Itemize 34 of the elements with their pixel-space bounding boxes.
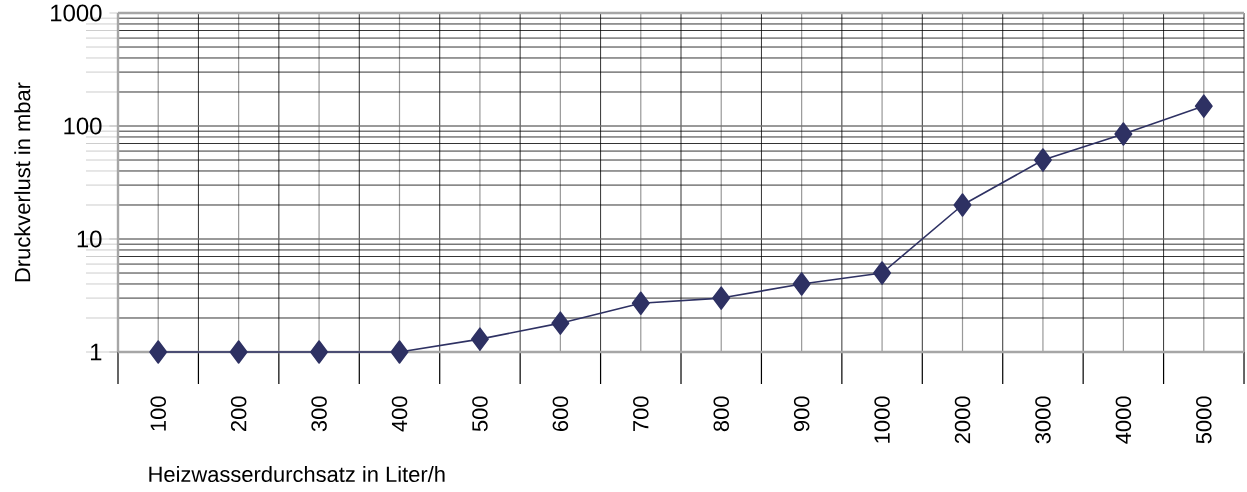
x-tick-label: 400 xyxy=(391,396,408,432)
y-tick-label: 100 xyxy=(64,117,102,135)
x-tick-label: 1000 xyxy=(874,396,890,443)
point xyxy=(390,340,409,364)
x-tick-label: 700 xyxy=(633,396,649,431)
x-tick-label: 4000 xyxy=(1115,396,1132,444)
y-tick-label: 1000 xyxy=(51,4,102,22)
point xyxy=(712,286,731,310)
x-tick-label: 200 xyxy=(230,396,247,432)
point xyxy=(149,340,168,364)
x-tick-label: 3000 xyxy=(1035,396,1051,444)
y-axis-title: Druckverlust in mbar xyxy=(14,82,31,282)
point xyxy=(953,193,972,217)
x-tick-label: 500 xyxy=(472,396,488,432)
point xyxy=(470,327,489,351)
point xyxy=(1033,148,1052,172)
point xyxy=(1114,122,1133,146)
point xyxy=(873,261,892,285)
x-tick-label: 300 xyxy=(311,396,327,432)
x-tick-label: 5000 xyxy=(1196,396,1212,444)
x-tick-label: 600 xyxy=(552,396,569,431)
x-tick-label: 800 xyxy=(713,396,729,432)
point xyxy=(551,311,570,335)
x-tick-label: 2000 xyxy=(954,396,971,444)
point xyxy=(229,340,248,364)
y-tick-label: 1 xyxy=(90,343,102,361)
y-tick-label: 10 xyxy=(77,230,102,248)
point xyxy=(1194,94,1213,118)
point xyxy=(310,340,329,364)
x-axis-title: Heizwasserdurchsatz in Liter/h xyxy=(149,466,445,483)
x-tick-label: 900 xyxy=(793,396,810,432)
x-tick-label: 100 xyxy=(150,396,166,431)
point xyxy=(792,272,811,296)
point xyxy=(631,291,650,316)
